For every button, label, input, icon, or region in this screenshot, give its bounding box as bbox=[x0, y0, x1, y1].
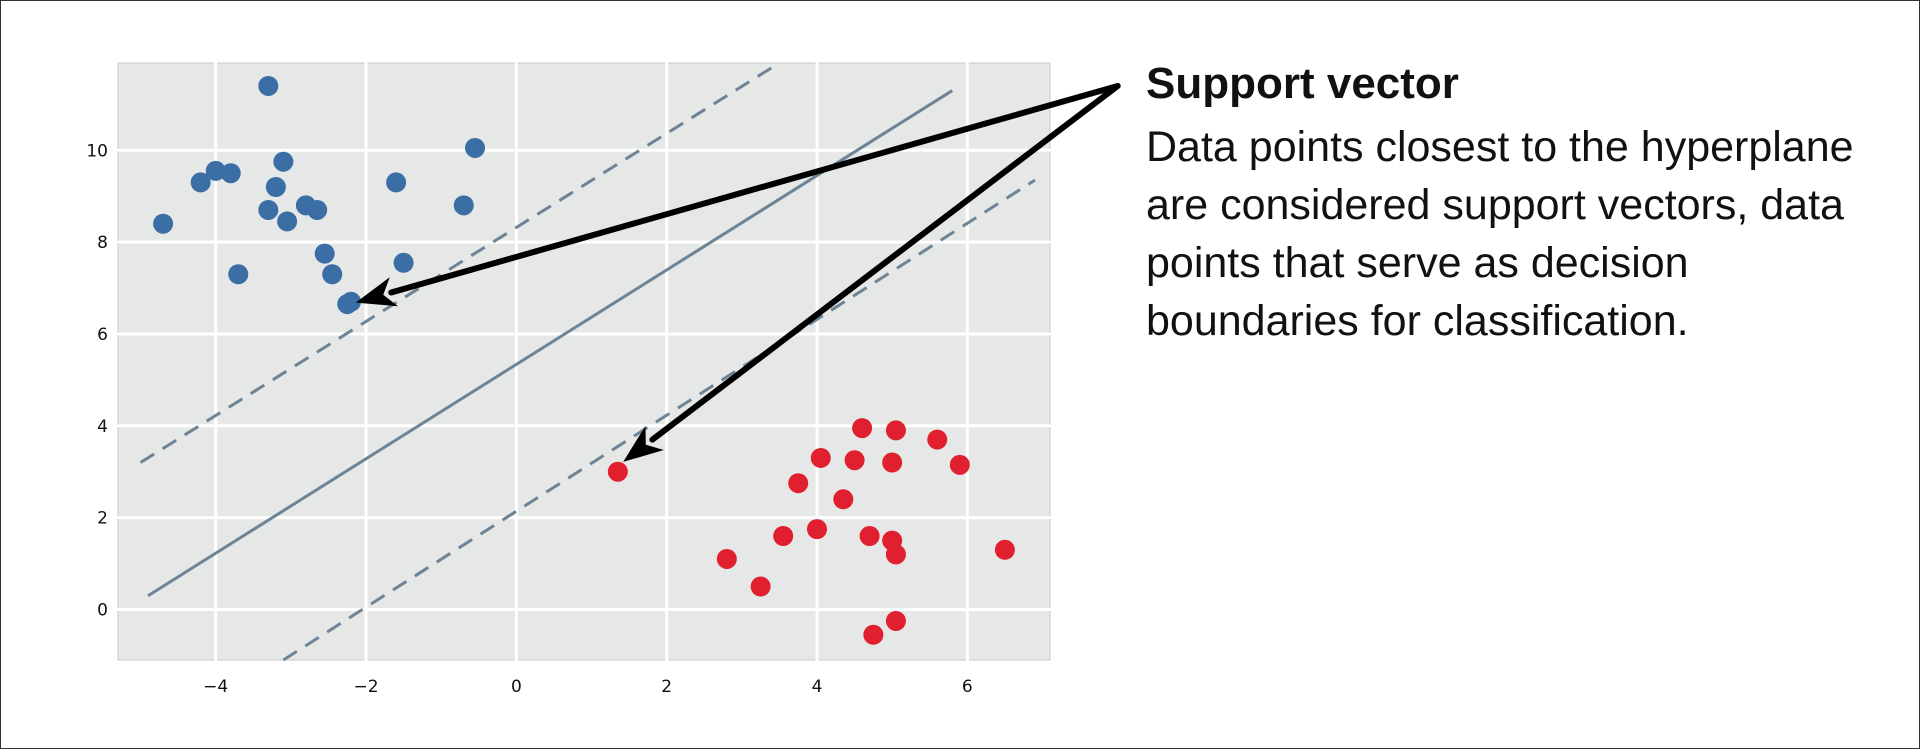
blue-data-point bbox=[153, 213, 174, 234]
blue-data-point bbox=[265, 176, 286, 197]
arrow-shaft bbox=[388, 82, 1121, 296]
arrow-head bbox=[623, 425, 664, 462]
x-tick-label: −2 bbox=[354, 677, 379, 697]
red-data-point bbox=[773, 526, 794, 547]
y-tick-label: 6 bbox=[97, 325, 108, 345]
blue-data-point bbox=[386, 172, 407, 193]
margin-line bbox=[282, 178, 1036, 662]
hyperplane-line bbox=[147, 89, 954, 597]
red-data-point bbox=[852, 418, 873, 439]
plot-background bbox=[117, 62, 1051, 661]
x-tick-label: −4 bbox=[203, 677, 228, 697]
red-data-point bbox=[863, 624, 884, 645]
blue-data-point bbox=[228, 264, 249, 285]
blue-data-point bbox=[190, 172, 211, 193]
blue-data-point bbox=[465, 137, 486, 158]
x-tick-label: 2 bbox=[661, 677, 672, 697]
red-data-point bbox=[788, 473, 809, 494]
blue-data-point bbox=[314, 243, 335, 264]
red-data-point bbox=[949, 454, 970, 475]
blue-data-point bbox=[453, 195, 474, 216]
arrow-head bbox=[355, 277, 399, 307]
red-data-point bbox=[859, 526, 880, 547]
red-data-point bbox=[994, 539, 1015, 560]
red-data-point bbox=[807, 519, 827, 540]
red-data-point bbox=[885, 610, 906, 631]
hyperplane-lines bbox=[139, 66, 1036, 662]
y-tick-label: 4 bbox=[97, 417, 108, 437]
blue-data-point bbox=[307, 199, 328, 220]
blue-data-point bbox=[220, 163, 241, 184]
data-points bbox=[153, 75, 1015, 645]
red-data-point bbox=[810, 447, 831, 468]
x-tick-label: 0 bbox=[511, 677, 522, 697]
blue-data-point bbox=[258, 199, 279, 220]
y-tick-label: 2 bbox=[97, 509, 108, 529]
red-data-point bbox=[927, 429, 948, 450]
arrow-shaft bbox=[649, 82, 1121, 443]
blue-data-point bbox=[273, 151, 294, 172]
y-tick-label: 8 bbox=[97, 233, 108, 253]
blue-data-point bbox=[341, 291, 361, 312]
red-data-point bbox=[882, 452, 903, 473]
y-tick-label: 0 bbox=[97, 600, 108, 620]
red-data-point bbox=[750, 576, 771, 597]
blue-data-point bbox=[258, 75, 279, 96]
red-data-point bbox=[885, 544, 906, 565]
y-tick-label: 10 bbox=[86, 141, 108, 161]
red-data-point bbox=[885, 420, 906, 441]
margin-line bbox=[139, 66, 773, 464]
blue-data-point bbox=[393, 252, 414, 273]
tick-labels: −4 −2 0 2 4 6 0 2 4 6 8 10 bbox=[86, 141, 972, 697]
x-tick-label: 4 bbox=[812, 677, 823, 697]
annotation-text: Support vector Data points closest to th… bbox=[1146, 56, 1886, 350]
blue-data-point bbox=[205, 160, 226, 181]
blue-data-point bbox=[322, 264, 343, 285]
blue-data-point bbox=[277, 211, 298, 232]
annotation-title: Support vector bbox=[1146, 59, 1459, 108]
annotation-body: Data points closest to the hyperplane ar… bbox=[1146, 123, 1854, 345]
x-tick-label: 6 bbox=[962, 677, 973, 697]
red-data-point bbox=[607, 461, 628, 482]
red-data-point bbox=[833, 489, 854, 510]
annotation-arrows bbox=[355, 82, 1121, 462]
red-data-point bbox=[716, 548, 737, 569]
red-data-point bbox=[844, 450, 865, 471]
